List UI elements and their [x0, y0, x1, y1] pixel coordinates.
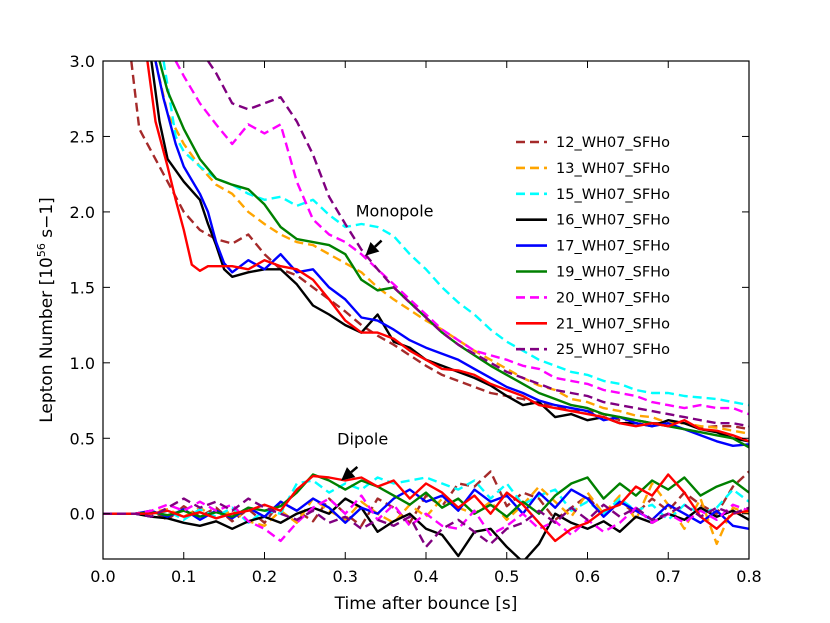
legend-label-15-wh07-sfho: 15_WH07_SFHo [556, 187, 670, 203]
y-axis-label-prefix: Lepton Number [10 [37, 257, 57, 423]
y-tick-label: 2.5 [70, 127, 95, 146]
y-tick-label: 0.5 [70, 429, 95, 448]
y-tick-label: 1.0 [70, 354, 95, 373]
annotation-arrow-head [341, 467, 356, 481]
x-tick-label: 0.0 [90, 567, 115, 586]
y-tick-label: 1.5 [70, 278, 95, 297]
y-tick-label: 2.0 [70, 203, 95, 222]
series-line-21-wh07-sfho-dipole [103, 473, 749, 543]
annotation-arrow-head [365, 242, 380, 256]
legend-label-19-wh07-sfho: 19_WH07_SFHo [556, 265, 670, 281]
y-axis-label-suffix: s−1] [37, 197, 57, 243]
x-tick-label: 0.3 [333, 567, 358, 586]
x-tick-label: 0.2 [252, 567, 277, 586]
annotation-dipole: Dipole [337, 429, 388, 448]
annotation-arrow-shaft [350, 465, 359, 474]
x-tick-label: 0.6 [575, 567, 600, 586]
x-axis-label: Time after bounce [s] [334, 594, 518, 614]
legend-label-12-wh07-sfho: 12_WH07_SFHo [556, 135, 670, 151]
series-line-21-wh07-sfho-monopole [146, 61, 749, 443]
series-line-13-wh07-sfho-monopole [154, 61, 749, 435]
x-tick-label: 0.8 [736, 567, 761, 586]
legend-label-21-wh07-sfho: 21_WH07_SFHo [556, 316, 670, 332]
x-tick-label: 0.7 [656, 567, 681, 586]
x-tick-label: 0.1 [171, 567, 196, 586]
legend: 12_WH07_SFHo 13_WH07_SFHo 15_WH07_SFHo 16_W… [516, 135, 670, 358]
legend-label-13-wh07-sfho: 13_WH07_SFHo [556, 161, 670, 177]
legend-label-17-wh07-sfho: 17_WH07_SFHo [556, 239, 670, 255]
y-tick-label: 0.0 [70, 505, 95, 524]
series-line-19-wh07-sfho-dipole [103, 473, 749, 518]
annotation-monopole: Monopole [356, 201, 434, 220]
series-line-25-wh07-sfho-monopole [207, 61, 749, 428]
series-line-20-wh07-sfho-dipole [103, 494, 749, 543]
series-line-15-wh07-sfho-monopole [162, 61, 749, 407]
series-layer [103, 61, 749, 559]
annotation-arrow-shaft [374, 239, 383, 248]
legend-label-16-wh07-sfho: 16_WH07_SFHo [556, 213, 670, 229]
series-line-20-wh07-sfho-monopole [174, 61, 749, 416]
y-axis-label: Lepton Number [1056 s−1] [35, 197, 57, 423]
series-line-25-wh07-sfho-dipole [103, 497, 749, 549]
x-tick-label: 0.5 [494, 567, 519, 586]
y-axis-label-exponent: 56 [35, 243, 48, 257]
legend-label-20-wh07-sfho: 20_WH07_SFHo [556, 290, 670, 306]
legend-label-25-wh07-sfho: 25_WH07_SFHo [556, 342, 670, 358]
series-line-16-wh07-sfho-dipole [103, 497, 749, 559]
x-tick-label: 0.4 [413, 567, 438, 586]
y-tick-label: 3.0 [70, 52, 95, 71]
tick-layer: 0.0 0.1 0.2 0.3 0.4 0.5 0.6 0.7 0.8 0.0 0.5 1.0 1.5 2… [70, 52, 762, 586]
annotation-layer: Monopole Dipole [337, 201, 434, 481]
series-line-15-wh07-sfho-dipole [103, 476, 749, 524]
